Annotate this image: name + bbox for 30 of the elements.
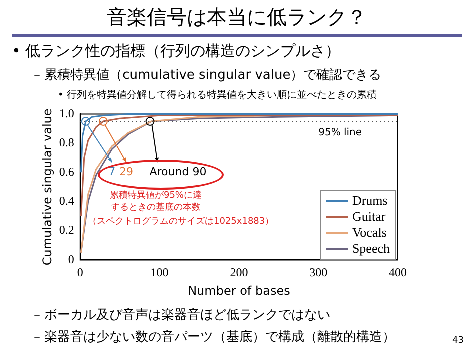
y-tick-label: 1.0	[59, 106, 74, 120]
annotation: 7	[108, 165, 116, 178]
x-tick-label: 400	[389, 266, 407, 280]
text: • 行列を特異値分解して得られる特異値を大きい順に並べたときの累積	[58, 88, 378, 102]
text: – ボーカル及び音声は楽器音ほど低ランクではない	[34, 307, 331, 324]
y-tick-label: 0.6	[59, 164, 74, 179]
y-tick-label: 0.4	[59, 194, 74, 208]
chart-subtitle: • 低ランク性の指標（行列の構造のシンプルさ）	[12, 42, 341, 61]
x-tick-label: 300	[310, 266, 328, 280]
ref-line-label: 95% line	[318, 128, 362, 138]
x-tick-label: 0	[77, 266, 84, 280]
text: – 累積特異値（cumulative singular value）で確認できる	[34, 67, 382, 84]
text: – 楽器音は少ない数の音パーツ（基底）で構成（離散的構造）	[34, 329, 396, 346]
y-tick-label: 0	[68, 252, 74, 266]
chart-title: 音楽信号は本当に低ランク？	[106, 4, 368, 31]
legend-label: Speech	[351, 241, 390, 257]
legend-label: Guitar	[351, 209, 387, 225]
text: 43	[452, 336, 464, 346]
x-tick-label: 200	[230, 266, 248, 280]
legend-label: Vocals	[351, 225, 388, 241]
annotation: Around 90	[150, 165, 207, 178]
y-tick-label: 0.8	[59, 136, 74, 150]
x-axis-title: Number of bases	[188, 284, 290, 298]
annotation: 29	[119, 165, 134, 178]
annotation: 累積特異値が95%に達するときの基底の本数	[108, 190, 203, 214]
legend-label: Drums	[351, 193, 389, 209]
x-tick-label: 100	[150, 266, 169, 280]
y-axis-title: Cumulative singular value	[40, 108, 54, 266]
y-tick-label: 0.2	[59, 223, 74, 238]
annotation: （スペクトログラムのサイズは1025x1883）	[88, 216, 274, 228]
